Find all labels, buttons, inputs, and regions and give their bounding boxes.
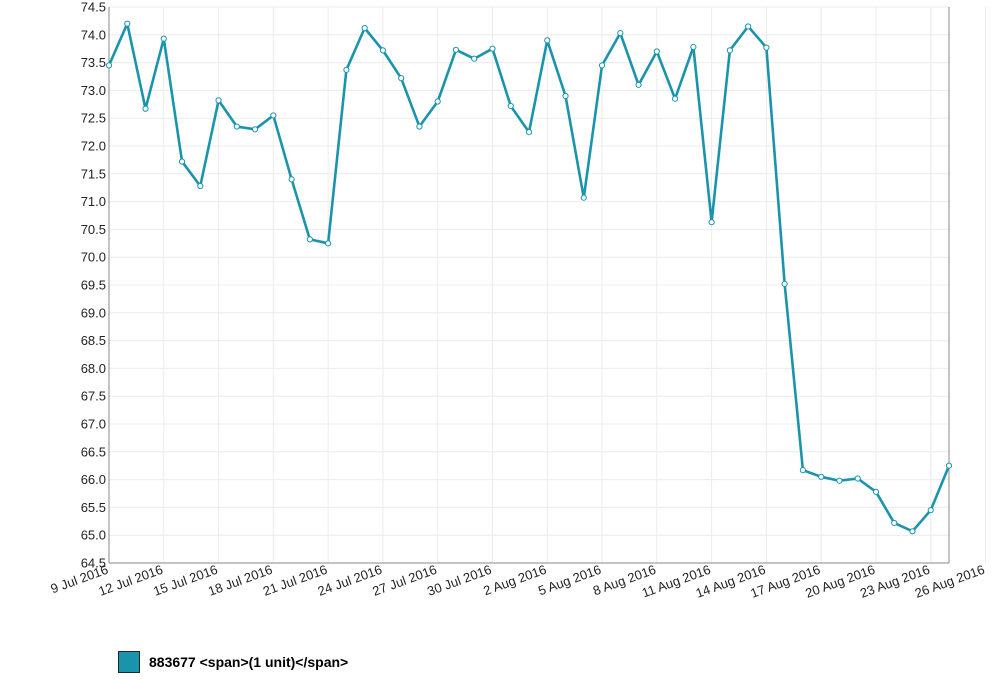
y-tick-label: 70.0	[81, 250, 106, 265]
data-point	[799, 467, 807, 474]
y-tick-label: 71.5	[81, 166, 106, 181]
y-tick-label: 66.5	[81, 444, 106, 459]
data-point	[178, 158, 186, 165]
data-point	[544, 37, 551, 44]
data-point	[325, 240, 332, 247]
data-point	[142, 105, 149, 112]
y-tick-label: 64.5	[81, 556, 106, 571]
data-point	[763, 44, 770, 51]
data-point	[124, 20, 131, 27]
data-point	[781, 280, 788, 287]
data-point	[471, 55, 478, 62]
data-point	[617, 30, 624, 37]
data-point	[343, 66, 350, 73]
data-point	[416, 123, 423, 130]
data-point	[708, 219, 715, 226]
data-point	[872, 488, 880, 495]
data-point	[251, 126, 259, 133]
y-tick-label: 73.0	[81, 83, 106, 98]
data-point	[671, 95, 679, 102]
data-point	[726, 47, 733, 54]
legend: 883677 <span>(1 unit)</span>	[118, 651, 348, 673]
y-tick-label: 74.0	[81, 27, 106, 42]
data-point	[927, 507, 934, 514]
y-tick-label: 72.5	[81, 111, 106, 126]
data-point	[525, 129, 533, 136]
data-point	[306, 236, 313, 243]
data-point	[690, 43, 697, 51]
data-point	[160, 35, 167, 42]
data-point	[452, 46, 460, 53]
legend-swatch	[118, 651, 140, 673]
y-tick-label: 65.5	[81, 500, 106, 515]
data-point	[562, 92, 569, 100]
y-tick-labels: 64.5 65.0 65.5 66.0 66.5 67.0 67.5 68.0 68.5 69.0…	[81, 0, 106, 571]
data-point	[909, 528, 916, 535]
data-point	[197, 182, 204, 190]
data-point	[745, 23, 752, 30]
data-point	[270, 112, 277, 119]
legend-label: 883677 <span>(1 unit)</span>	[149, 654, 349, 670]
data-point	[598, 62, 606, 69]
data-point	[653, 48, 660, 55]
y-tick-label: 74.5	[81, 0, 106, 15]
data-point	[398, 75, 405, 82]
axis-layer	[108, 7, 950, 564]
y-tick-label: 68.5	[81, 333, 106, 348]
y-tick-label: 65.0	[81, 528, 106, 543]
data-point	[818, 473, 825, 480]
grid-layer	[108, 6, 987, 564]
series-layer	[107, 22, 951, 533]
y-tick-label: 66.0	[81, 472, 106, 487]
data-point	[379, 47, 387, 54]
y-tick-label: 68.0	[81, 361, 106, 376]
y-tick-label: 67.0	[81, 417, 106, 432]
data-point	[891, 519, 898, 527]
data-point	[836, 477, 843, 484]
y-tick-label: 72.0	[81, 139, 106, 154]
point-layer	[105, 20, 953, 535]
y-tick-label: 70.5	[81, 222, 106, 237]
data-point	[361, 25, 368, 32]
data-point	[945, 462, 953, 469]
data-point	[507, 102, 514, 110]
data-point	[489, 45, 496, 52]
y-tick-label: 69.0	[81, 305, 106, 320]
data-point	[215, 97, 222, 104]
y-tick-label: 69.5	[81, 278, 106, 293]
y-tick-label: 71.0	[81, 194, 106, 209]
data-point	[105, 62, 113, 69]
series-line	[107, 22, 951, 533]
data-point	[635, 81, 642, 88]
data-point	[233, 123, 240, 130]
data-point	[434, 98, 441, 105]
data-point	[288, 176, 295, 183]
data-point	[580, 194, 587, 201]
y-tick-label: 73.5	[81, 55, 106, 70]
data-point	[854, 475, 861, 482]
y-tick-label: 67.5	[81, 389, 106, 404]
